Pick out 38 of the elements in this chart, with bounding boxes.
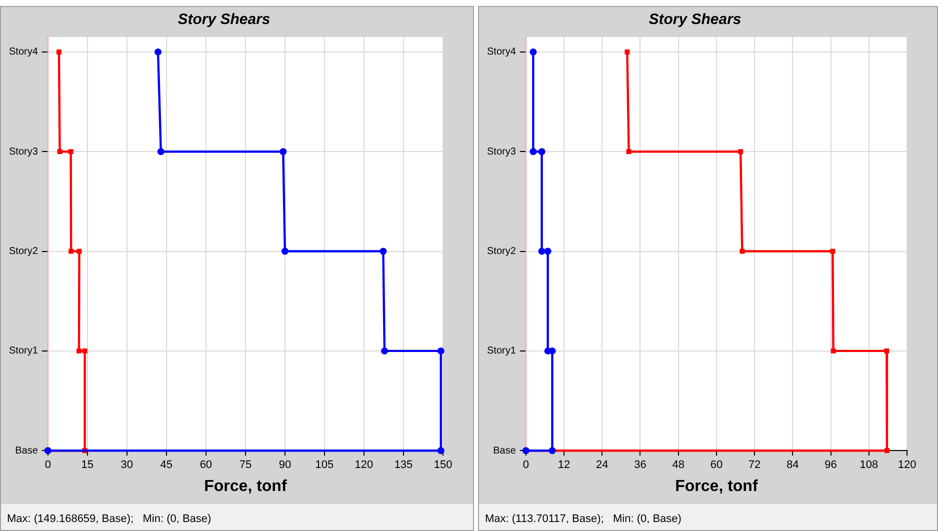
x-axis-title: Force, tonf — [675, 478, 758, 495]
x-tick-label: 36 — [634, 459, 646, 472]
x-tick-label: 30 — [120, 459, 134, 472]
x-tick-label: 105 — [315, 459, 334, 472]
text: Max: (113.70117, Base); Min: (0, Base) — [479, 504, 937, 530]
x-tick-label: 15 — [81, 459, 94, 472]
x-tick-label: 24 — [596, 459, 608, 472]
chart-title: Story Shears — [178, 11, 270, 28]
x-tick-label: 84 — [786, 459, 799, 472]
y-tick-label: Base — [15, 445, 38, 456]
x-tick-label: 150 — [434, 459, 452, 472]
x-tick-label: 96 — [824, 459, 837, 472]
x-tick-label: 60 — [200, 459, 212, 472]
x-tick-label: 90 — [278, 459, 292, 472]
x-tick-label: 60 — [710, 459, 723, 472]
x-tick-label: 75 — [239, 459, 252, 472]
x-tick-label: 120 — [898, 459, 916, 472]
x-tick-label: 48 — [672, 459, 684, 472]
x-tick-label: 135 — [394, 459, 413, 472]
y-tick-label: Story4 — [486, 46, 516, 58]
y-tick-label: Story1 — [486, 346, 516, 357]
x-tick-label: 12 — [558, 459, 570, 472]
x-tick-label: 0 — [44, 459, 51, 472]
y-tick-label: Story1 — [8, 346, 38, 357]
x-tick-label: 0 — [522, 459, 529, 472]
x-tick-label: 72 — [748, 459, 761, 472]
y-tick-label: Story4 — [8, 46, 38, 58]
x-axis-title: Force, tonf — [204, 478, 288, 495]
x-tick-label: 45 — [160, 459, 173, 472]
y-tick-label: Story2 — [486, 246, 516, 258]
y-tick-label: Story3 — [8, 146, 38, 158]
text: Max: (149.168659, Base); Min: (0, Base) — [1, 504, 473, 530]
chart-title: Story Shears — [648, 11, 742, 28]
y-tick-label: Story2 — [8, 246, 38, 258]
y-tick-label: Story3 — [486, 146, 516, 158]
y-tick-label: Base — [493, 445, 516, 456]
x-tick-label: 120 — [354, 459, 374, 472]
x-tick-label: 108 — [860, 459, 878, 472]
